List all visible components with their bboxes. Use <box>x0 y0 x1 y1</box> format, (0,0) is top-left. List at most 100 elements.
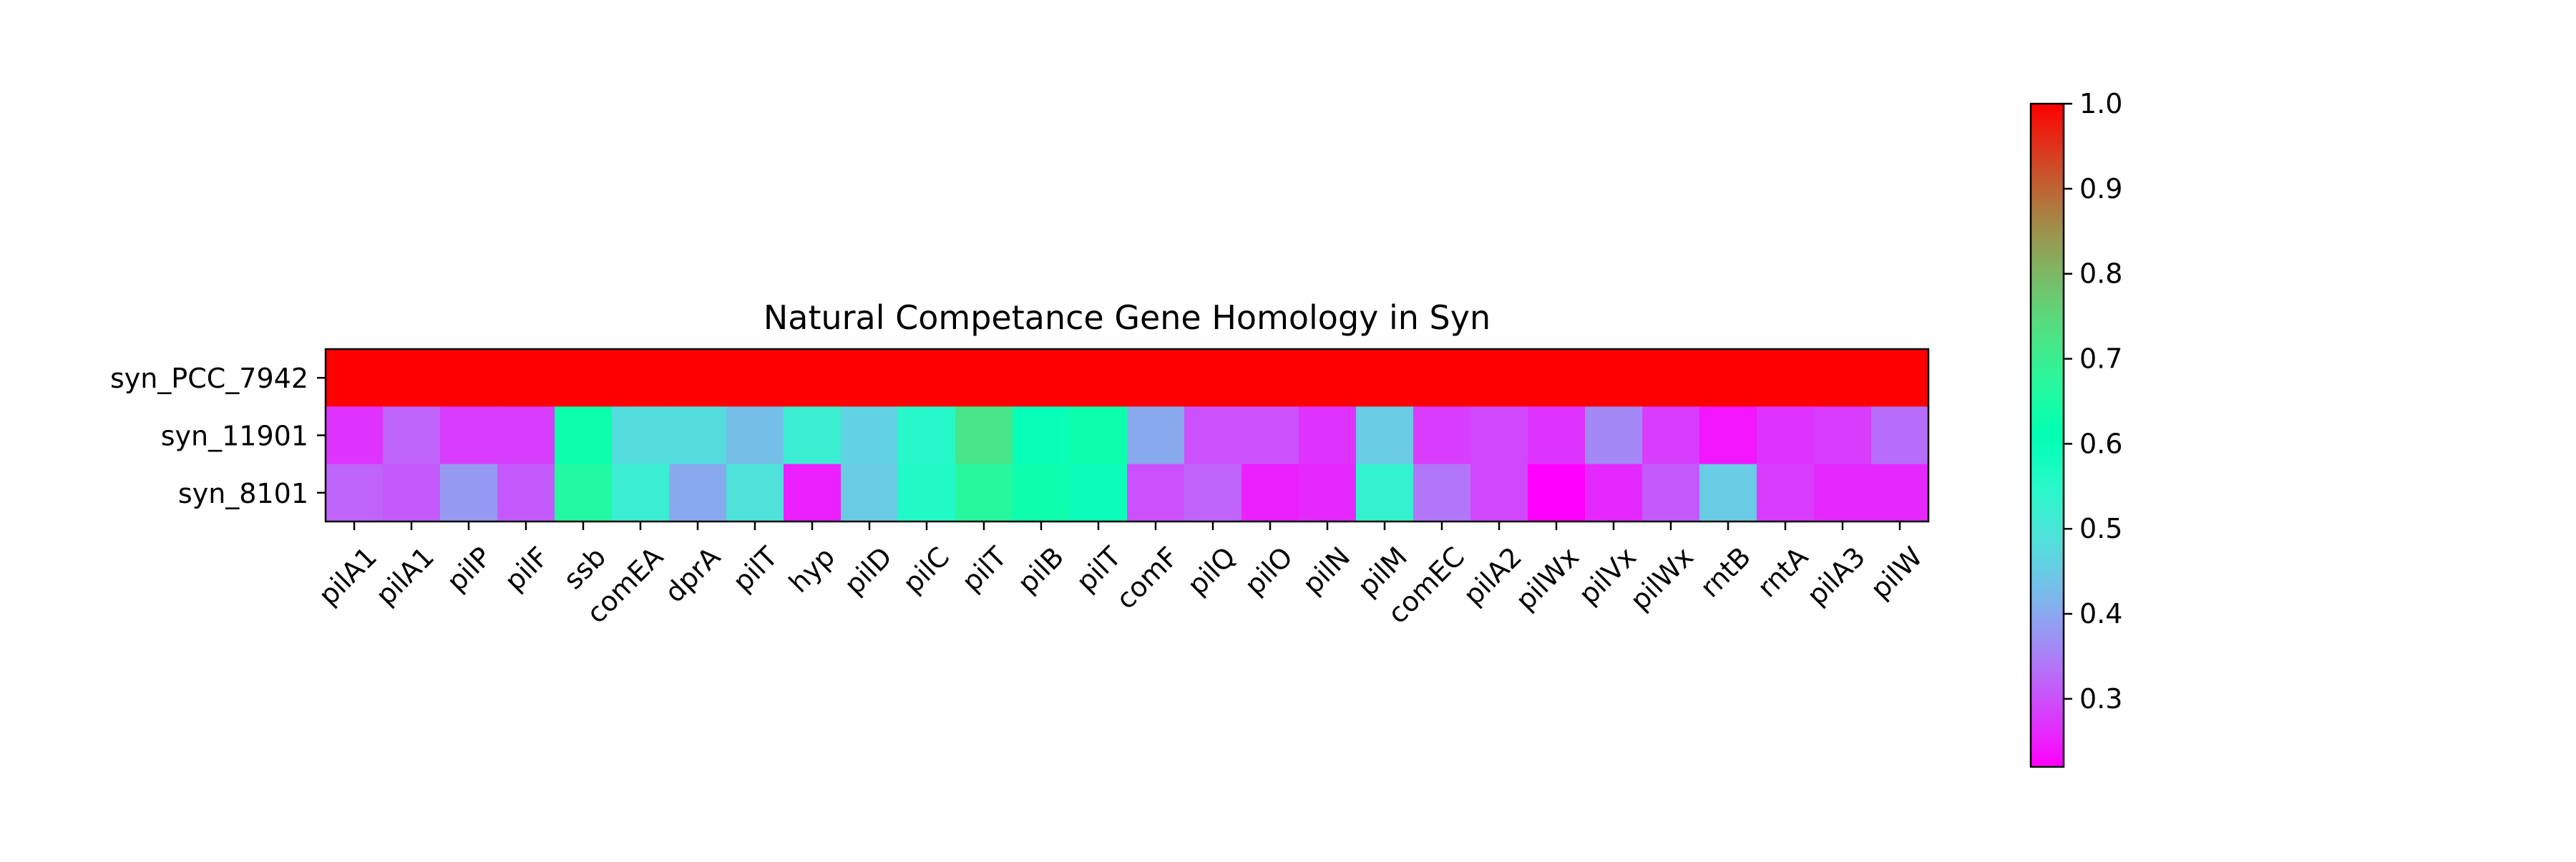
heatmap-cell <box>1470 349 1528 407</box>
heatmap-cell <box>1642 464 1700 522</box>
heatmap-cell <box>383 406 441 465</box>
heatmap-cell <box>1070 464 1128 522</box>
row-label: syn_8101 <box>178 478 308 509</box>
heatmap-cell <box>784 464 841 522</box>
heatmap-cell <box>440 464 498 522</box>
column-label: dprA <box>658 541 726 609</box>
heatmap-cell <box>1013 464 1070 522</box>
heatmap-cell <box>841 464 899 522</box>
heatmap-cell <box>1642 406 1700 465</box>
colorbar-tick-label: 1.0 <box>2079 88 2122 119</box>
heatmap-cell <box>1241 406 1299 465</box>
heatmap-cell <box>440 349 498 407</box>
heatmap-cell <box>726 406 784 465</box>
column-label: rntB <box>1694 541 1757 604</box>
heatmap-cell <box>497 464 555 522</box>
heatmap-cell <box>612 349 670 407</box>
heatmap-cell <box>1757 464 1815 522</box>
heatmap-cell <box>1528 349 1586 407</box>
heatmap-cell <box>1757 406 1815 465</box>
column-label: pilWx <box>1510 541 1586 617</box>
heatmap-cell <box>383 464 441 522</box>
heatmap-cell <box>497 349 555 407</box>
row-label: syn_11901 <box>161 421 308 452</box>
heatmap-cell <box>1184 406 1242 465</box>
heatmap-cell <box>669 464 727 522</box>
heatmap-cell <box>326 464 384 522</box>
column-label: pilT <box>727 540 784 597</box>
column-label: pilF <box>499 541 555 597</box>
heatmap-cell <box>1757 349 1815 407</box>
heatmap-cell <box>1184 464 1242 522</box>
heatmap-cell <box>1184 349 1242 407</box>
heatmap-cell <box>326 406 384 465</box>
heatmap-cell <box>1528 464 1586 522</box>
heatmap-cell <box>1413 464 1471 522</box>
column-label: comF <box>1110 541 1184 615</box>
heatmap-cell <box>1699 464 1757 522</box>
colorbar-ticks: 0.3 0.4 0.5 0.6 0.7 0.8 0.9 1.0 <box>2064 88 2122 715</box>
heatmap-cell <box>1814 464 1872 522</box>
column-label: pilN <box>1297 541 1356 600</box>
heatmap-cell <box>1528 406 1586 465</box>
heatmap-cell <box>1299 406 1357 465</box>
heatmap-cell <box>1699 406 1757 465</box>
colorbar-tick-label: 0.7 <box>2079 343 2122 375</box>
heatmap-cell <box>1299 464 1357 522</box>
column-label: pilT <box>956 540 1013 597</box>
heatmap-cell <box>1356 464 1414 522</box>
heatmap-cell <box>955 349 1013 407</box>
heatmap-cell <box>1127 349 1185 407</box>
chart-title: Natural Competance Gene Homology in Syn <box>763 298 1491 337</box>
heatmap-cell <box>669 406 727 465</box>
column-label: pilW <box>1864 541 1928 605</box>
heatmap-cell <box>1356 349 1414 407</box>
heatmap-cell <box>898 464 956 522</box>
heatmap-cell <box>955 464 1013 522</box>
colorbar-tick-label: 0.6 <box>2079 428 2122 459</box>
heatmap-cell <box>1070 349 1128 407</box>
heatmap-cell <box>898 406 956 465</box>
colorbar-tick-label: 0.5 <box>2079 513 2122 544</box>
heatmap-cell <box>1585 349 1643 407</box>
row-labels: syn_PCC_7942 syn_11901 syn_8101 <box>110 363 326 509</box>
column-label: rntA <box>1752 541 1815 604</box>
heatmap-cell <box>1241 349 1299 407</box>
heatmap-cell <box>1871 406 1929 465</box>
heatmap-cell <box>898 349 956 407</box>
column-label: pilA1 <box>313 541 384 612</box>
heatmap-cell <box>1013 406 1070 465</box>
column-label: pilP <box>441 541 497 597</box>
column-label: pilO <box>1239 541 1299 601</box>
heatmap-cell <box>841 406 899 465</box>
heatmap-cell <box>555 406 613 465</box>
heatmap-cell <box>555 349 613 407</box>
colorbar <box>2029 102 2065 768</box>
heatmap-cell <box>1585 406 1643 465</box>
heatmap-cell <box>1814 406 1872 465</box>
heatmap-cell <box>1070 406 1128 465</box>
heatmap-cell <box>726 349 784 407</box>
heatmap-cell <box>1871 464 1929 522</box>
heatmap-cell <box>1299 349 1357 407</box>
heatmap-cell <box>669 349 727 407</box>
heatmap-cell <box>784 406 841 465</box>
column-label: pilA3 <box>1801 541 1872 612</box>
column-label: pilD <box>838 541 898 601</box>
heatmap-cell <box>784 349 841 407</box>
heatmap-cells <box>326 349 1929 522</box>
row-label: syn_PCC_7942 <box>110 363 308 394</box>
colorbar-tick-label: 0.4 <box>2079 598 2122 630</box>
heatmap-cell <box>497 406 555 465</box>
heatmap-cell <box>1470 464 1528 522</box>
column-label: pilB <box>1012 541 1070 599</box>
column-label: pilC <box>897 541 955 599</box>
heatmap-cell <box>612 406 670 465</box>
heatmap-cell <box>841 349 899 407</box>
heatmap-cell <box>1413 406 1471 465</box>
column-label: hyp <box>783 541 841 599</box>
heatmap-cell <box>1871 349 1929 407</box>
heatmap-cell <box>440 406 498 465</box>
